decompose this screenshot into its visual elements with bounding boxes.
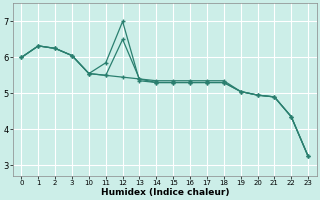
X-axis label: Humidex (Indice chaleur): Humidex (Indice chaleur) <box>100 188 229 197</box>
